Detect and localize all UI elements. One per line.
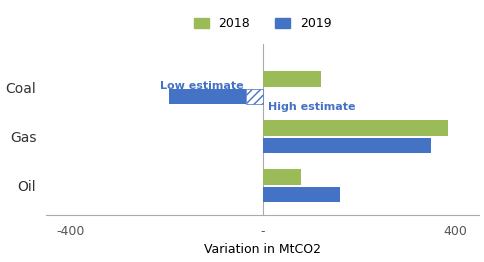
Bar — [262, 138, 430, 154]
X-axis label: Variation in MtCO2: Variation in MtCO2 — [204, 243, 320, 256]
Legend: 2018, 2019: 2018, 2019 — [188, 12, 336, 35]
Bar — [168, 89, 245, 105]
Bar — [262, 187, 339, 203]
Text: Low estimate: Low estimate — [160, 81, 243, 91]
Bar — [262, 71, 320, 87]
Bar — [245, 89, 262, 105]
Bar — [262, 169, 301, 185]
Bar — [262, 120, 447, 136]
Text: High estimate: High estimate — [267, 102, 354, 112]
